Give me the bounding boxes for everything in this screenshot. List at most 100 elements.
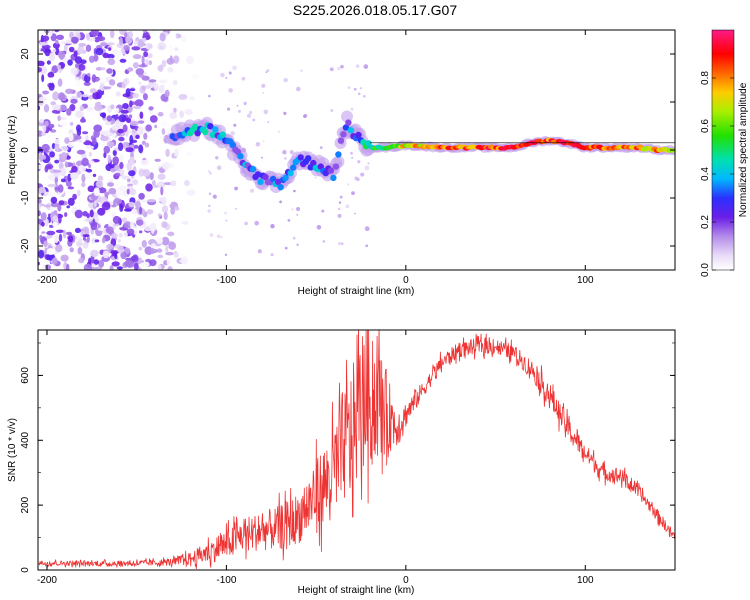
noise-blob (142, 37, 147, 42)
noise-blob (38, 223, 41, 231)
noise-blob (174, 47, 179, 51)
noise-blob (56, 34, 64, 40)
noise-blob (115, 91, 121, 97)
noise-blob (46, 60, 52, 65)
noise-blob (154, 158, 161, 162)
noise-blob (161, 205, 169, 213)
noise-blob (156, 248, 163, 253)
noise-blob (50, 101, 56, 106)
ridge-halo (341, 110, 353, 123)
noise-blob (119, 37, 123, 46)
noise-blob (93, 201, 97, 207)
noise-blob (126, 228, 135, 235)
noise-blob (53, 170, 60, 179)
noise-blob (38, 60, 45, 66)
noise-blob (293, 189, 296, 193)
noise-blob (364, 226, 370, 232)
noise-blob (157, 254, 164, 259)
noise-blob (287, 219, 291, 222)
noise-blob (64, 43, 68, 53)
noise-blob (89, 88, 97, 94)
noise-blob (191, 73, 199, 80)
noise-blob (168, 241, 177, 250)
noise-blob (38, 119, 45, 123)
noise-blob (68, 46, 75, 53)
x-tick-label: 0 (403, 275, 409, 286)
x-tick-label: -100 (216, 575, 236, 586)
noise-blob (125, 147, 134, 153)
noise-blob (159, 79, 168, 84)
noise-blob (143, 51, 149, 58)
noise-blob (180, 256, 188, 265)
noise-blob (91, 74, 97, 83)
noise-blob (360, 172, 365, 177)
noise-blob (270, 253, 274, 257)
noise-blob (289, 150, 294, 155)
noise-blob (99, 78, 105, 83)
noise-blob (135, 68, 144, 76)
colorbar-tick-label: 0.8 (700, 71, 711, 85)
spectrogram-plot-area (38, 30, 675, 270)
noise-blob (42, 125, 47, 133)
noise-blob (351, 191, 355, 196)
noise-blob (145, 58, 149, 67)
noise-blob (65, 181, 72, 187)
spectrogram-y-axis-label: Frequency (Hz) (7, 116, 18, 185)
noise-blob (58, 214, 62, 224)
noise-blob (330, 109, 334, 112)
noise-blob (209, 233, 214, 237)
snr-y-ticks: 0 200 400 600 (20, 342, 675, 573)
noise-blob (44, 191, 53, 197)
noise-blob (207, 170, 211, 173)
noise-blob (54, 176, 58, 185)
noise-blob (107, 154, 112, 164)
y-tick-label: 200 (20, 496, 31, 513)
noise-blob (148, 79, 157, 83)
noise-blob (120, 251, 127, 260)
noise-blob (85, 145, 95, 150)
noise-blob (65, 88, 74, 95)
noise-blob (228, 88, 233, 93)
noise-blob (69, 104, 76, 112)
noise-blob (148, 106, 154, 111)
noise-blob (266, 69, 270, 73)
noise-blob (116, 50, 122, 58)
noise-blob (52, 169, 62, 173)
noise-blob (137, 126, 144, 135)
noise-blob (50, 196, 58, 204)
colorbar-label: Normalized spectral amplitude (738, 82, 749, 217)
noise-blob (163, 211, 168, 220)
noise-blob (161, 59, 167, 68)
noise-blob (66, 108, 72, 116)
noise-blob (169, 112, 177, 119)
noise-blob (265, 71, 268, 74)
noise-blob (76, 124, 82, 132)
noise-blob (133, 262, 139, 270)
noise-blob (216, 165, 222, 170)
noise-blob (101, 202, 111, 211)
noise-blob (100, 130, 107, 135)
colorbar: 0.0 0.2 0.4 0.6 0.8 Normalized spectral ampl… (700, 29, 749, 277)
noise-blob (113, 198, 122, 205)
noise-blob (125, 260, 135, 268)
noise-blob (228, 71, 232, 75)
noise-blob (112, 156, 119, 166)
noise-blob (94, 216, 100, 223)
noise-blob (137, 39, 144, 48)
ridge-point (345, 119, 352, 126)
spectrogram-x-axis-label: Height of straight line (km) (298, 286, 415, 297)
y-tick-label: 0 (20, 567, 31, 573)
noise-blob (60, 254, 69, 262)
noise-blob (169, 44, 173, 53)
noise-blob (84, 170, 92, 180)
noise-blob (152, 108, 157, 114)
noise-blob (157, 65, 164, 72)
noise-blob (55, 110, 60, 114)
noise-blob (55, 138, 61, 145)
noise-blob (72, 193, 77, 200)
noise-blob (153, 83, 160, 91)
noise-blob (161, 128, 166, 135)
noise-blob (110, 104, 115, 110)
noise-blob (172, 79, 178, 86)
noise-blob (165, 245, 169, 253)
